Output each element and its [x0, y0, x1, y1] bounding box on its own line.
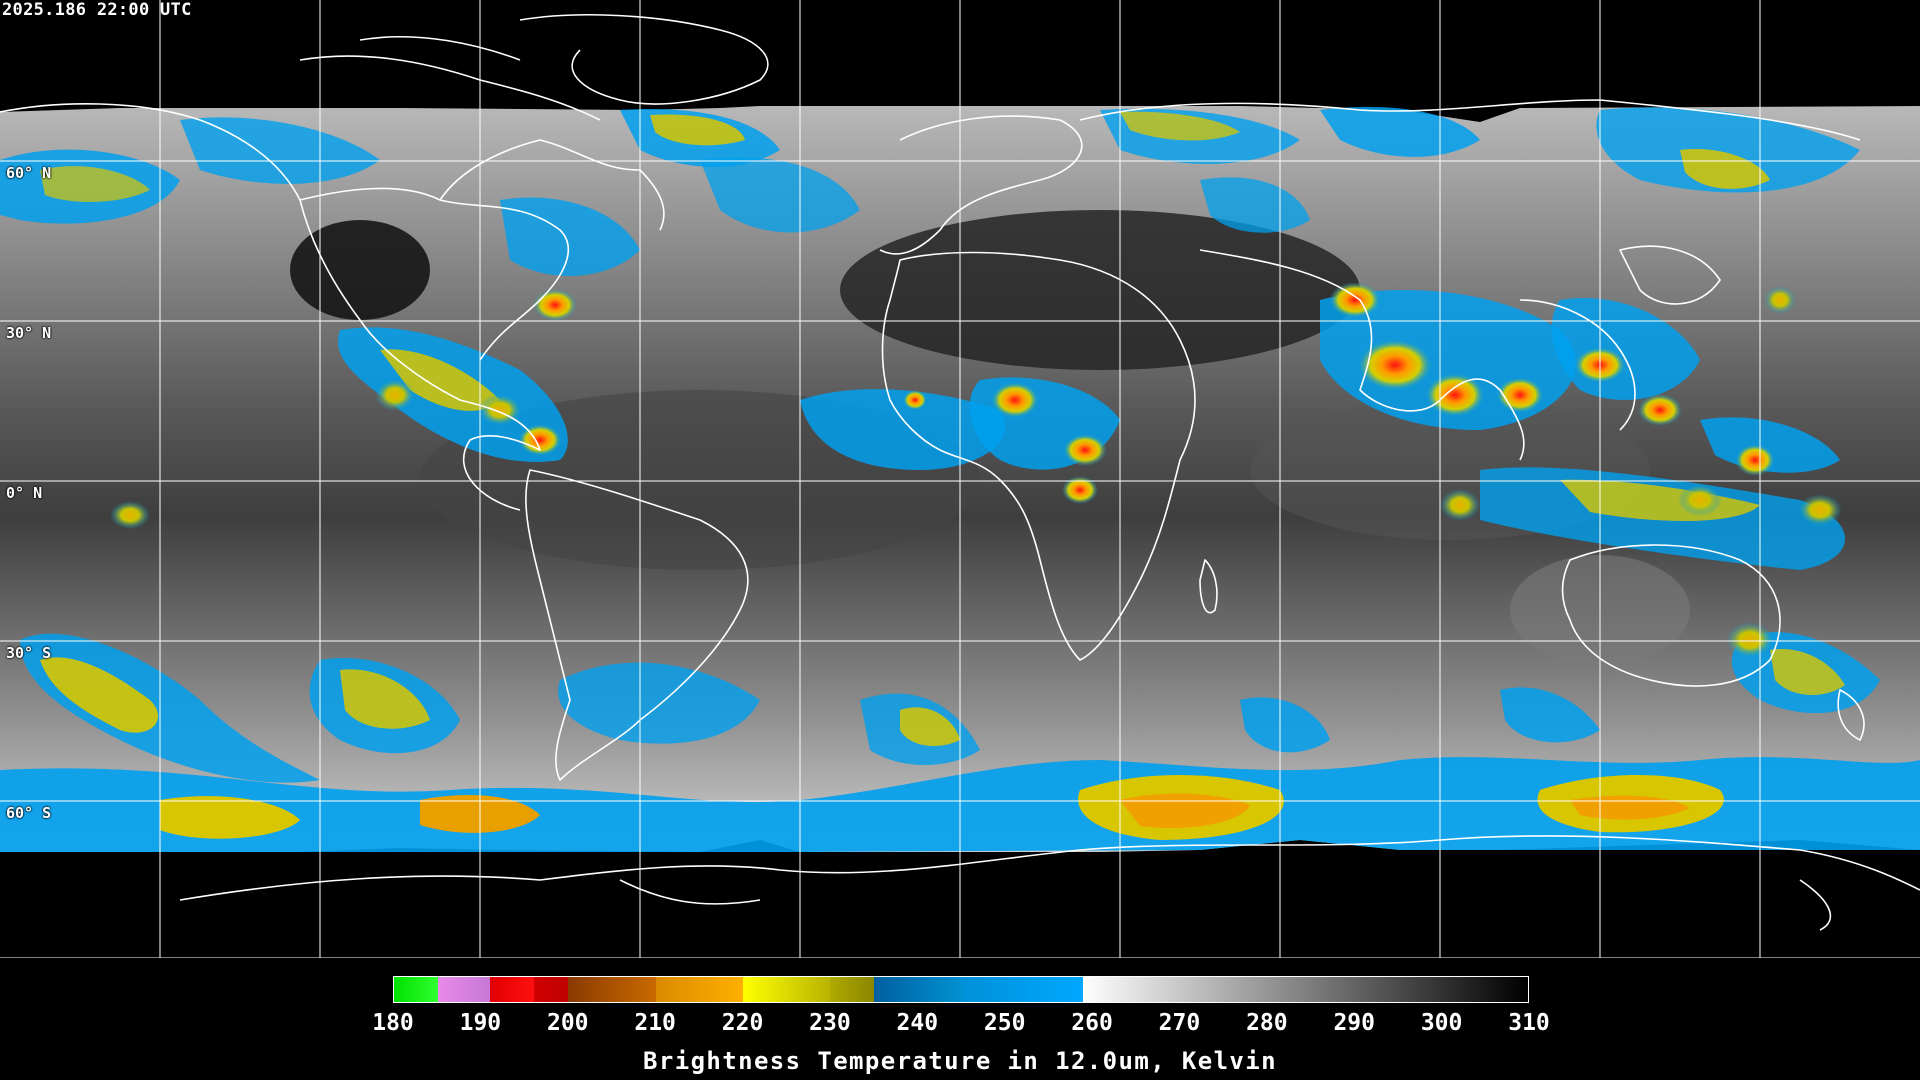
color-scale-tick-label: 270 — [1158, 1010, 1201, 1036]
lat-label-30n: 30° N — [6, 324, 52, 342]
color-scale-segment — [655, 977, 743, 1002]
lat-label-0n: 0° N — [6, 484, 43, 502]
timestamp: 2025.186 22:00 UTC — [2, 0, 192, 20]
satellite-map: 60° N 30° N 0° N 30° S 60° S — [0, 0, 1920, 958]
color-scale-segment — [830, 977, 874, 1002]
legend-title: Brightness Temperature in 12.0um, Kelvin — [643, 1047, 1277, 1075]
lat-label-30s: 30° S — [6, 644, 52, 662]
coastlines — [0, 14, 1920, 931]
color-scale-bar — [393, 976, 1529, 1003]
map-canvas — [0, 0, 1920, 958]
color-scale-segment — [568, 977, 656, 1002]
color-scale-tick-label: 220 — [721, 1010, 764, 1036]
color-scale-tick-label: 190 — [459, 1010, 502, 1036]
color-scale-tick-label: 280 — [1246, 1010, 1288, 1036]
graticule — [0, 0, 1920, 958]
lat-label-60n: 60° N — [6, 164, 52, 182]
lat-label-60s: 60° S — [6, 804, 52, 822]
color-scale-tick-label: 210 — [634, 1010, 676, 1036]
color-scale-segment — [960, 977, 1084, 1002]
color-scale-ticks: 180 190 200 210 220 230 240 250 260 270 280 290 300 3… — [0, 1010, 1920, 1036]
color-scale-tick-label: 300 — [1420, 1010, 1463, 1036]
color-scale-tick-label: 240 — [896, 1010, 939, 1036]
color-scale-segment — [394, 977, 438, 1002]
color-scale-segment — [437, 977, 490, 1002]
color-scale-segment — [1083, 977, 1528, 1002]
color-scale-segment — [742, 977, 831, 1002]
color-scale-tick-label: 310 — [1508, 1010, 1550, 1036]
color-scale-segment — [873, 977, 961, 1002]
color-scale-tick-label: 230 — [809, 1010, 851, 1036]
color-scale-segment — [489, 977, 534, 1002]
color-scale-tick-label: 290 — [1333, 1010, 1375, 1036]
color-scale-segment — [533, 977, 569, 1002]
color-scale-tick-label: 250 — [983, 1010, 1026, 1036]
color-scale-tick-label: 260 — [1071, 1010, 1113, 1036]
color-scale-tick-label: 200 — [546, 1010, 589, 1036]
color-scale-tick-label: 180 — [372, 1010, 414, 1036]
